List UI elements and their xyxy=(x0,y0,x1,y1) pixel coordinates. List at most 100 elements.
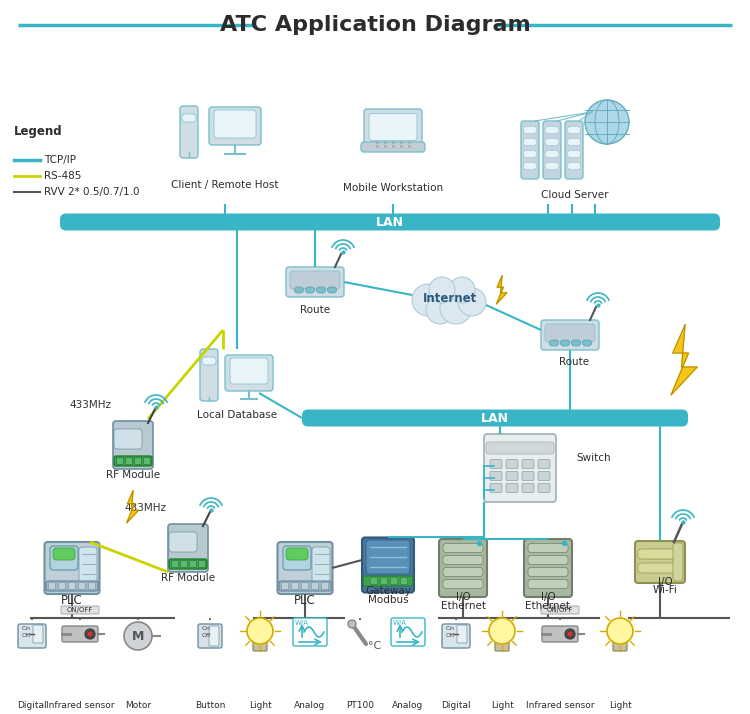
Text: Off: Off xyxy=(446,633,455,638)
FancyBboxPatch shape xyxy=(295,287,304,293)
Text: On: On xyxy=(22,626,31,631)
Circle shape xyxy=(429,277,455,303)
FancyBboxPatch shape xyxy=(545,324,595,342)
FancyBboxPatch shape xyxy=(560,340,569,346)
Circle shape xyxy=(85,629,95,639)
FancyBboxPatch shape xyxy=(673,543,683,581)
FancyBboxPatch shape xyxy=(439,539,487,597)
FancyBboxPatch shape xyxy=(522,483,534,493)
Text: Internet: Internet xyxy=(423,291,477,304)
FancyBboxPatch shape xyxy=(524,539,572,597)
Text: Wi-Fi: Wi-Fi xyxy=(652,585,677,595)
FancyBboxPatch shape xyxy=(568,139,580,146)
FancyBboxPatch shape xyxy=(524,139,536,146)
FancyBboxPatch shape xyxy=(79,583,86,590)
FancyBboxPatch shape xyxy=(542,626,578,642)
Text: Light: Light xyxy=(248,701,272,710)
FancyBboxPatch shape xyxy=(311,583,319,590)
FancyBboxPatch shape xyxy=(79,547,97,585)
Circle shape xyxy=(412,284,444,316)
Text: Infrared sensor: Infrared sensor xyxy=(526,701,594,710)
FancyBboxPatch shape xyxy=(18,624,46,648)
FancyBboxPatch shape xyxy=(572,340,580,346)
FancyBboxPatch shape xyxy=(199,560,206,568)
FancyBboxPatch shape xyxy=(506,483,518,493)
FancyBboxPatch shape xyxy=(538,471,550,481)
Circle shape xyxy=(458,288,486,316)
FancyBboxPatch shape xyxy=(58,583,65,590)
Text: Gateway: Gateway xyxy=(365,586,411,596)
FancyBboxPatch shape xyxy=(521,121,539,179)
FancyBboxPatch shape xyxy=(528,555,568,565)
FancyBboxPatch shape xyxy=(328,287,337,293)
FancyBboxPatch shape xyxy=(283,546,311,570)
FancyBboxPatch shape xyxy=(442,624,470,648)
Text: LAN: LAN xyxy=(481,411,509,425)
FancyBboxPatch shape xyxy=(528,543,568,553)
FancyBboxPatch shape xyxy=(169,532,197,552)
Circle shape xyxy=(489,618,515,644)
Text: PLC: PLC xyxy=(62,593,82,606)
FancyBboxPatch shape xyxy=(362,538,414,593)
FancyBboxPatch shape xyxy=(44,542,100,594)
FancyBboxPatch shape xyxy=(33,625,43,643)
FancyBboxPatch shape xyxy=(522,460,534,468)
FancyBboxPatch shape xyxy=(568,151,580,158)
FancyBboxPatch shape xyxy=(565,121,583,179)
FancyBboxPatch shape xyxy=(443,555,483,565)
Text: 433MHz: 433MHz xyxy=(69,400,111,410)
FancyBboxPatch shape xyxy=(172,560,178,568)
FancyBboxPatch shape xyxy=(524,151,536,158)
FancyBboxPatch shape xyxy=(541,606,579,614)
FancyBboxPatch shape xyxy=(543,121,561,179)
Text: Modbus: Modbus xyxy=(368,595,408,605)
FancyBboxPatch shape xyxy=(316,287,326,293)
Text: W/A: W/A xyxy=(295,620,309,626)
FancyBboxPatch shape xyxy=(363,576,413,586)
FancyBboxPatch shape xyxy=(50,546,78,570)
Text: Mobile Workstation: Mobile Workstation xyxy=(343,183,443,193)
FancyBboxPatch shape xyxy=(181,560,188,568)
Text: Cloud Server: Cloud Server xyxy=(542,190,609,200)
FancyBboxPatch shape xyxy=(293,618,327,646)
FancyBboxPatch shape xyxy=(545,151,559,158)
FancyBboxPatch shape xyxy=(286,267,344,297)
Circle shape xyxy=(607,618,633,644)
FancyBboxPatch shape xyxy=(443,580,483,588)
Text: M: M xyxy=(132,630,144,643)
FancyBboxPatch shape xyxy=(134,458,142,465)
Polygon shape xyxy=(127,491,139,523)
FancyBboxPatch shape xyxy=(312,547,330,585)
Text: Analog: Analog xyxy=(294,701,326,710)
Text: Local Database: Local Database xyxy=(197,410,277,420)
Text: Legend: Legend xyxy=(14,125,62,138)
FancyBboxPatch shape xyxy=(209,626,219,646)
FancyBboxPatch shape xyxy=(613,641,627,651)
Text: Client / Remote Host: Client / Remote Host xyxy=(171,180,279,190)
Text: W/A: W/A xyxy=(393,620,407,626)
FancyBboxPatch shape xyxy=(550,340,559,346)
Text: RVV 2* 0.5/0.7/1.0: RVV 2* 0.5/0.7/1.0 xyxy=(44,187,140,197)
Text: Route: Route xyxy=(559,357,589,367)
FancyBboxPatch shape xyxy=(528,580,568,588)
Text: ATC Application Diagram: ATC Application Diagram xyxy=(220,15,530,35)
FancyBboxPatch shape xyxy=(278,542,332,594)
FancyBboxPatch shape xyxy=(292,583,298,590)
FancyBboxPatch shape xyxy=(230,358,268,384)
FancyBboxPatch shape xyxy=(457,625,467,643)
FancyBboxPatch shape xyxy=(182,114,196,122)
FancyBboxPatch shape xyxy=(290,271,340,289)
Text: Ethernet: Ethernet xyxy=(440,601,485,611)
Text: Button: Button xyxy=(195,701,225,710)
Text: ON/OFF: ON/OFF xyxy=(67,607,93,613)
Text: I/O: I/O xyxy=(541,592,555,602)
Text: On: On xyxy=(202,626,211,631)
FancyBboxPatch shape xyxy=(68,583,76,590)
FancyBboxPatch shape xyxy=(279,581,331,591)
FancyBboxPatch shape xyxy=(281,583,289,590)
FancyBboxPatch shape xyxy=(638,549,676,559)
Text: Off: Off xyxy=(202,633,211,638)
FancyBboxPatch shape xyxy=(538,483,550,493)
FancyBboxPatch shape xyxy=(545,126,559,134)
Text: On: On xyxy=(446,626,455,631)
